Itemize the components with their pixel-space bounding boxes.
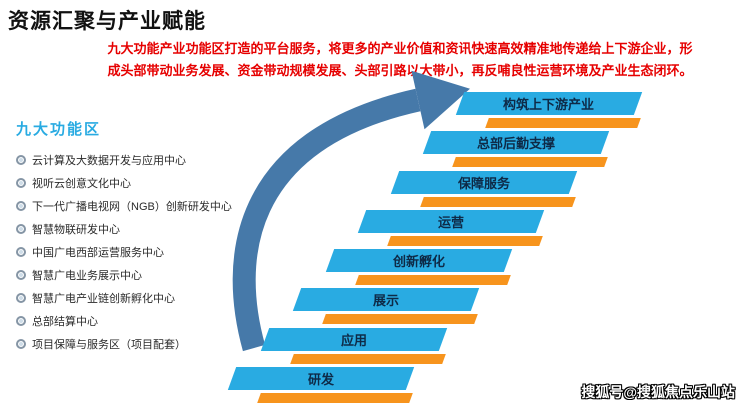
gear-bullet-icon	[16, 200, 26, 211]
page-title: 资源汇聚与产业赋能	[8, 10, 206, 33]
gear-bullet-icon	[16, 269, 26, 280]
staircase-step: 应用	[260, 327, 447, 368]
zone-item-label: 项目保障与服务区（项目配套）	[32, 338, 186, 351]
zone-item-label: 下一代广播电视网（NGB）创新研发中心	[32, 200, 232, 213]
step-label: 创新孵化	[392, 254, 445, 270]
step-bar: 保障服务	[390, 170, 577, 194]
step-label: 构筑上下游产业	[502, 96, 594, 112]
gear-bullet-icon	[16, 177, 26, 188]
step-label: 应用	[340, 332, 367, 348]
staircase-step: 创新孵化	[325, 249, 512, 289]
zone-item-label: 云计算及大数据开发与应用中心	[32, 154, 186, 167]
zone-list-item: 智慧物联研发中心	[16, 217, 266, 240]
step-base-bar	[289, 353, 446, 364]
zone-item-label: 智慧广电业务展示中心	[32, 269, 142, 282]
zone-list-item: 中国广电西部运营服务中心	[16, 240, 266, 263]
functional-zones-list: 云计算及大数据开发与应用中心 视听云创意文化中心下一代广播电视网（NGB）创新研发…	[16, 148, 266, 355]
staircase-step: 总部后勤支撑	[422, 131, 610, 171]
step-base-bar	[452, 157, 608, 168]
step-base-bar	[419, 196, 576, 207]
zone-list-item: 项目保障与服务区（项目配套）	[16, 332, 266, 355]
step-bar: 运营	[357, 209, 545, 233]
gear-bullet-icon	[16, 154, 26, 165]
zone-item-label: 智慧广电产业链创新孵化中心	[32, 292, 175, 305]
gear-bullet-icon	[16, 246, 26, 257]
step-label: 运营	[437, 214, 464, 230]
gear-bullet-icon	[16, 338, 26, 349]
step-label: 保障服务	[457, 175, 510, 191]
step-bar: 应用	[260, 327, 447, 351]
gear-bullet-icon	[16, 223, 26, 234]
step-base-bar	[484, 117, 641, 128]
step-bar: 创新孵化	[325, 249, 512, 273]
staircase-step: 运营	[357, 209, 545, 250]
step-base-bar	[354, 275, 511, 286]
step-bar: 展示	[292, 288, 480, 312]
zone-list-item: 智慧广电业务展示中心	[16, 263, 266, 286]
zone-list-item: 智慧广电产业链创新孵化中心	[16, 286, 266, 309]
step-base-bar	[257, 393, 413, 403]
functional-zones-panel: 九大功能区 云计算及大数据开发与应用中心 视听云创意文化中心下一代广播电视网（NG…	[16, 118, 266, 355]
step-base-bar	[322, 314, 478, 325]
gear-bullet-icon	[16, 292, 26, 303]
zone-item-label: 总部结算中心	[32, 315, 98, 328]
step-bar: 研发	[227, 367, 415, 390]
description-line-1: 九大功能产业功能区打造的平台服务，将更多的产业价值和资讯快速高效精准地传递给上下…	[107, 41, 693, 56]
zone-list-item: 视听云创意文化中心	[16, 171, 266, 194]
step-base-bar	[387, 235, 543, 246]
zone-item-label: 智慧物联研发中心	[32, 223, 120, 236]
staircase-step: 研发	[227, 367, 415, 406]
zone-item-label: 中国广电西部运营服务中心	[32, 246, 164, 259]
description-text: 九大功能产业功能区打造的平台服务，将更多的产业价值和资讯快速高效精准地传递给上下…	[70, 38, 730, 82]
zone-list-item: 云计算及大数据开发与应用中心	[16, 148, 266, 171]
watermark-text: 搜狐号@搜狐焦点乐山站	[581, 384, 735, 400]
step-label: 展示	[372, 293, 399, 309]
description-line-2: 成头部带动业务发展、资金带动规模发展、头部引路以大带小，再反哺良性运营环境及产业…	[107, 63, 693, 78]
staircase-step: 展示	[292, 288, 480, 328]
zone-item-label: 视听云创意文化中心	[32, 177, 131, 190]
staircase-step: 保障服务	[390, 170, 577, 211]
step-label: 研发	[307, 372, 334, 387]
step-label: 总部后勤支撑	[476, 136, 555, 152]
zone-list-item: 总部结算中心	[16, 309, 266, 332]
functional-zones-heading: 九大功能区	[16, 121, 102, 138]
zone-list-item: 下一代广播电视网（NGB）创新研发中心	[16, 194, 266, 217]
gear-bullet-icon	[16, 315, 26, 326]
staircase-step: 构筑上下游产业	[455, 91, 642, 132]
step-bar: 构筑上下游产业	[455, 91, 642, 115]
step-bar: 总部后勤支撑	[422, 131, 610, 155]
